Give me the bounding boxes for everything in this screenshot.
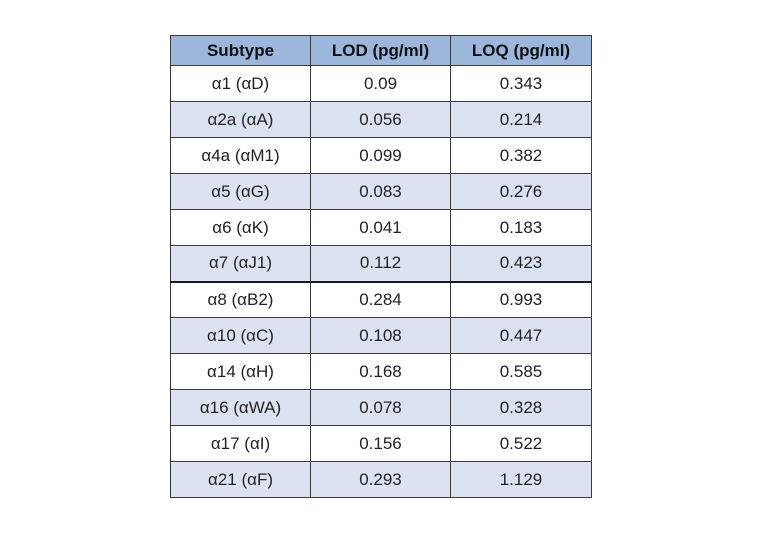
cell-lod: 0.112 [310,245,451,282]
cell-subtype: α8 (αB2) [170,280,311,318]
table-row: α16 (αWA) 0.078 0.328 [170,389,592,426]
cell-subtype: α6 (αK) [170,209,311,246]
table-row: α5 (αG) 0.083 0.276 [170,173,592,210]
table-row: α6 (αK) 0.041 0.183 [170,209,592,246]
cell-loq: 1.129 [450,461,592,498]
header-subtype: Subtype [170,35,311,66]
cell-lod: 0.09 [310,65,451,102]
lod-loq-table: Subtype LOD (pg/ml) LOQ (pg/ml) α1 (αD) … [170,35,592,498]
cell-loq: 0.447 [450,317,592,354]
table-body: α1 (αD) 0.09 0.343 α2a (αA) 0.056 0.214 … [170,65,592,498]
cell-loq: 0.343 [450,65,592,102]
table-row: α10 (αC) 0.108 0.447 [170,317,592,354]
cell-subtype: α16 (αWA) [170,389,311,426]
cell-subtype: α10 (αC) [170,317,311,354]
cell-lod: 0.041 [310,209,451,246]
cell-loq: 0.183 [450,209,592,246]
table-row: α1 (αD) 0.09 0.343 [170,65,592,102]
table-header: Subtype LOD (pg/ml) LOQ (pg/ml) [170,35,592,66]
table-row: α21 (αF) 0.293 1.129 [170,461,592,498]
cell-loq: 0.276 [450,173,592,210]
header-lod: LOD (pg/ml) [310,35,451,66]
cell-lod: 0.056 [310,101,451,138]
cell-loq: 0.423 [450,245,592,282]
cell-loq: 0.522 [450,425,592,462]
cell-loq: 0.214 [450,101,592,138]
cell-loq: 0.328 [450,389,592,426]
table-row: α7 (αJ1) 0.112 0.423 [170,245,592,282]
table-row: α2a (αA) 0.056 0.214 [170,101,592,138]
header-row: Subtype LOD (pg/ml) LOQ (pg/ml) [170,35,592,66]
cell-subtype: α2a (αA) [170,101,311,138]
cell-lod: 0.099 [310,137,451,174]
cell-loq: 0.993 [450,280,592,318]
table-row: α14 (αH) 0.168 0.585 [170,353,592,390]
cell-subtype: α17 (αI) [170,425,311,462]
cell-loq: 0.382 [450,137,592,174]
cell-lod: 0.156 [310,425,451,462]
cell-lod: 0.293 [310,461,451,498]
table-row: α4a (αM1) 0.099 0.382 [170,137,592,174]
cell-subtype: α21 (αF) [170,461,311,498]
cell-subtype: α5 (αG) [170,173,311,210]
cell-lod: 0.083 [310,173,451,210]
header-loq: LOQ (pg/ml) [450,35,592,66]
cell-lod: 0.108 [310,317,451,354]
cell-subtype: α14 (αH) [170,353,311,390]
cell-subtype: α1 (αD) [170,65,311,102]
cell-lod: 0.168 [310,353,451,390]
cell-subtype: α4a (αM1) [170,137,311,174]
cell-lod: 0.284 [310,280,451,318]
table-row: α8 (αB2) 0.284 0.993 [170,280,592,318]
cell-loq: 0.585 [450,353,592,390]
cell-lod: 0.078 [310,389,451,426]
cell-subtype: α7 (αJ1) [170,245,311,282]
table-row: α17 (αI) 0.156 0.522 [170,425,592,462]
